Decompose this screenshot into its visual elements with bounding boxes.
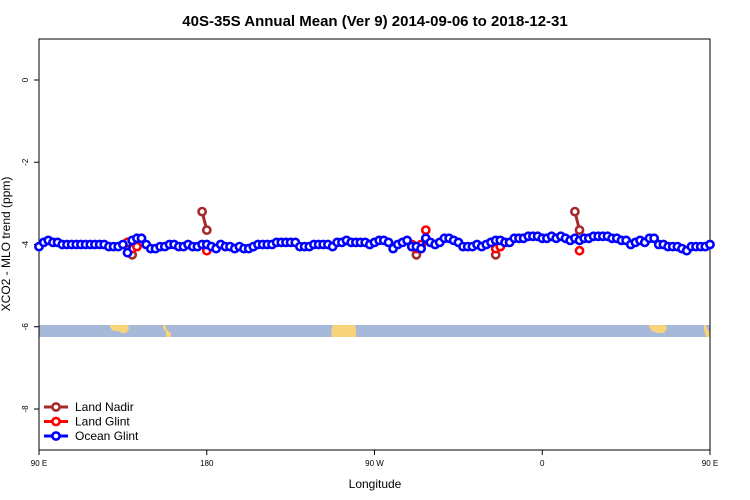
data-point: [136, 233, 147, 244]
legend-label: Ocean Glint: [75, 429, 139, 443]
data-point: [416, 243, 426, 254]
legend-label: Land Nadir: [75, 400, 134, 414]
data-point: [383, 237, 394, 248]
x-tick-label: 90 W: [365, 459, 384, 468]
data-point: [118, 239, 128, 250]
data-point: [197, 206, 207, 217]
data-point: [201, 225, 212, 235]
y-tick-label: -8: [21, 405, 30, 413]
series-layer: [34, 206, 715, 260]
data-point: [402, 235, 412, 246]
x-tick-label: 180: [200, 459, 214, 468]
chart-title: 40S-35S Annual Mean (Ver 9) 2014-09-06 t…: [182, 13, 567, 30]
land-patch-australia: [110, 325, 129, 333]
data-point: [420, 225, 431, 235]
x-axis: 90 E 180 90 W 0 90 E: [31, 450, 718, 468]
land-patch-new-zealand-repeat: [704, 325, 710, 337]
land-patch-south-america: [331, 325, 356, 337]
y-tick-label: -4: [21, 240, 30, 248]
legend-label: Land Glint: [75, 415, 130, 429]
data-point: [649, 233, 659, 244]
land-ocean-strip: [39, 325, 710, 337]
land-patch-new-zealand: [163, 325, 171, 337]
series-ocean-glint: [34, 231, 715, 258]
y-axis-label: XCO2 - MLO trend (ppm): [0, 177, 13, 312]
y-tick-label: -2: [21, 158, 30, 166]
data-point: [122, 247, 133, 258]
legend-marker: [51, 402, 61, 412]
legend-marker: [51, 416, 61, 427]
y-axis: 0 -2 -4 -6 -8: [21, 77, 39, 413]
y-tick-label: -6: [21, 323, 30, 331]
data-point: [570, 206, 580, 217]
x-tick-label: 0: [540, 459, 545, 468]
data-point: [705, 239, 715, 250]
data-point: [574, 225, 585, 235]
land-patch-australia-repeat: [649, 325, 667, 333]
data-point: [574, 245, 585, 256]
legend-marker: [51, 431, 61, 441]
x-tick-label: 90 E: [31, 459, 47, 468]
x-tick-label: 90 E: [702, 459, 718, 468]
x-axis-label: Longitude: [349, 477, 402, 491]
ocean-band: [39, 325, 710, 337]
y-tick-label: 0: [21, 77, 30, 82]
